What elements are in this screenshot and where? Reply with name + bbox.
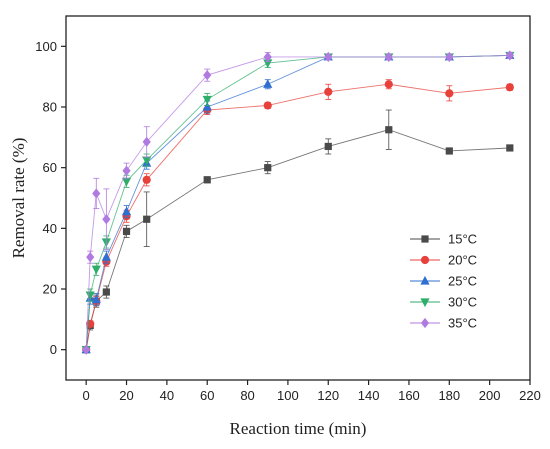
legend-label: 35°C [448, 316, 477, 331]
data-point [86, 252, 95, 263]
data-point [202, 95, 212, 105]
legend-label: 25°C [448, 274, 477, 289]
legend: 15°C 20°C 25°C 30°C 35°C [410, 232, 477, 331]
data-point [384, 80, 393, 89]
x-tick-label: 140 [358, 388, 380, 403]
y-tick-label: 20 [43, 282, 57, 297]
x-tick-label: 160 [398, 388, 420, 403]
x-tick-label: 120 [317, 388, 339, 403]
x-tick-label: 20 [119, 388, 133, 403]
y-axis: 0 20 40 60 80 100 [35, 39, 66, 357]
data-point [506, 144, 514, 152]
legend-label: 20°C [448, 253, 477, 268]
data-point [203, 176, 211, 184]
data-point [384, 51, 393, 63]
x-tick-label: 0 [83, 388, 90, 403]
series-line [85, 129, 510, 350]
data-point [324, 51, 333, 63]
x-tick-label: 80 [240, 388, 254, 403]
data-point [122, 165, 131, 176]
data-point [264, 164, 272, 172]
data-point [101, 252, 111, 261]
legend-marker [420, 255, 430, 265]
data-point [203, 70, 212, 81]
data-point [263, 51, 272, 63]
data-point [324, 87, 333, 96]
legend-label: 30°C [448, 295, 477, 310]
y-tick-label: 0 [50, 342, 57, 357]
y-tick-label: 80 [43, 100, 57, 115]
x-tick-label: 220 [519, 388, 541, 403]
data-point [121, 177, 132, 187]
y-tick-label: 60 [43, 160, 57, 175]
data-point [102, 288, 110, 296]
plot-frame [65, 15, 531, 381]
x-tick-label: 60 [200, 388, 214, 403]
data-point [263, 79, 273, 88]
data-point [505, 83, 514, 92]
data-point [445, 51, 454, 63]
series-4 [82, 50, 514, 355]
data-point [122, 227, 131, 235]
series-line [85, 54, 510, 350]
x-tick-label: 100 [277, 388, 299, 403]
data-point [142, 175, 151, 184]
data-point [82, 344, 91, 355]
legend-marker [420, 298, 430, 308]
data-point [505, 50, 514, 61]
x-axis: 0 20 40 60 80 100 120 140 160 180 200 220 [83, 380, 541, 403]
data-point [142, 156, 152, 166]
data-point [85, 291, 95, 301]
data-point [143, 215, 151, 223]
series-line [85, 54, 510, 350]
data-point [92, 188, 101, 199]
data-point [121, 206, 132, 216]
data-point [324, 142, 332, 151]
x-tick-label: 180 [438, 388, 460, 403]
plot-layer [81, 50, 515, 355]
data-point [142, 136, 151, 147]
series-line [85, 54, 510, 350]
data-point [91, 294, 101, 304]
x-tick-label: 40 [160, 388, 174, 403]
legend-marker [421, 235, 429, 243]
legend-marker [420, 317, 430, 329]
y-axis-title: Removal rate (%) [9, 138, 28, 259]
x-axis-title: Reaction time (min) [230, 419, 367, 438]
data-point [385, 126, 393, 134]
y-tick-label: 100 [35, 39, 57, 54]
data-point [445, 147, 453, 155]
y-tick-label: 40 [43, 221, 57, 236]
legend-label: 15°C [448, 232, 477, 247]
data-point [445, 89, 454, 98]
data-point [263, 101, 272, 110]
legend-marker [420, 275, 430, 285]
data-point [202, 101, 212, 111]
data-point [102, 214, 111, 225]
data-point [91, 265, 101, 275]
x-tick-label: 200 [479, 388, 501, 403]
